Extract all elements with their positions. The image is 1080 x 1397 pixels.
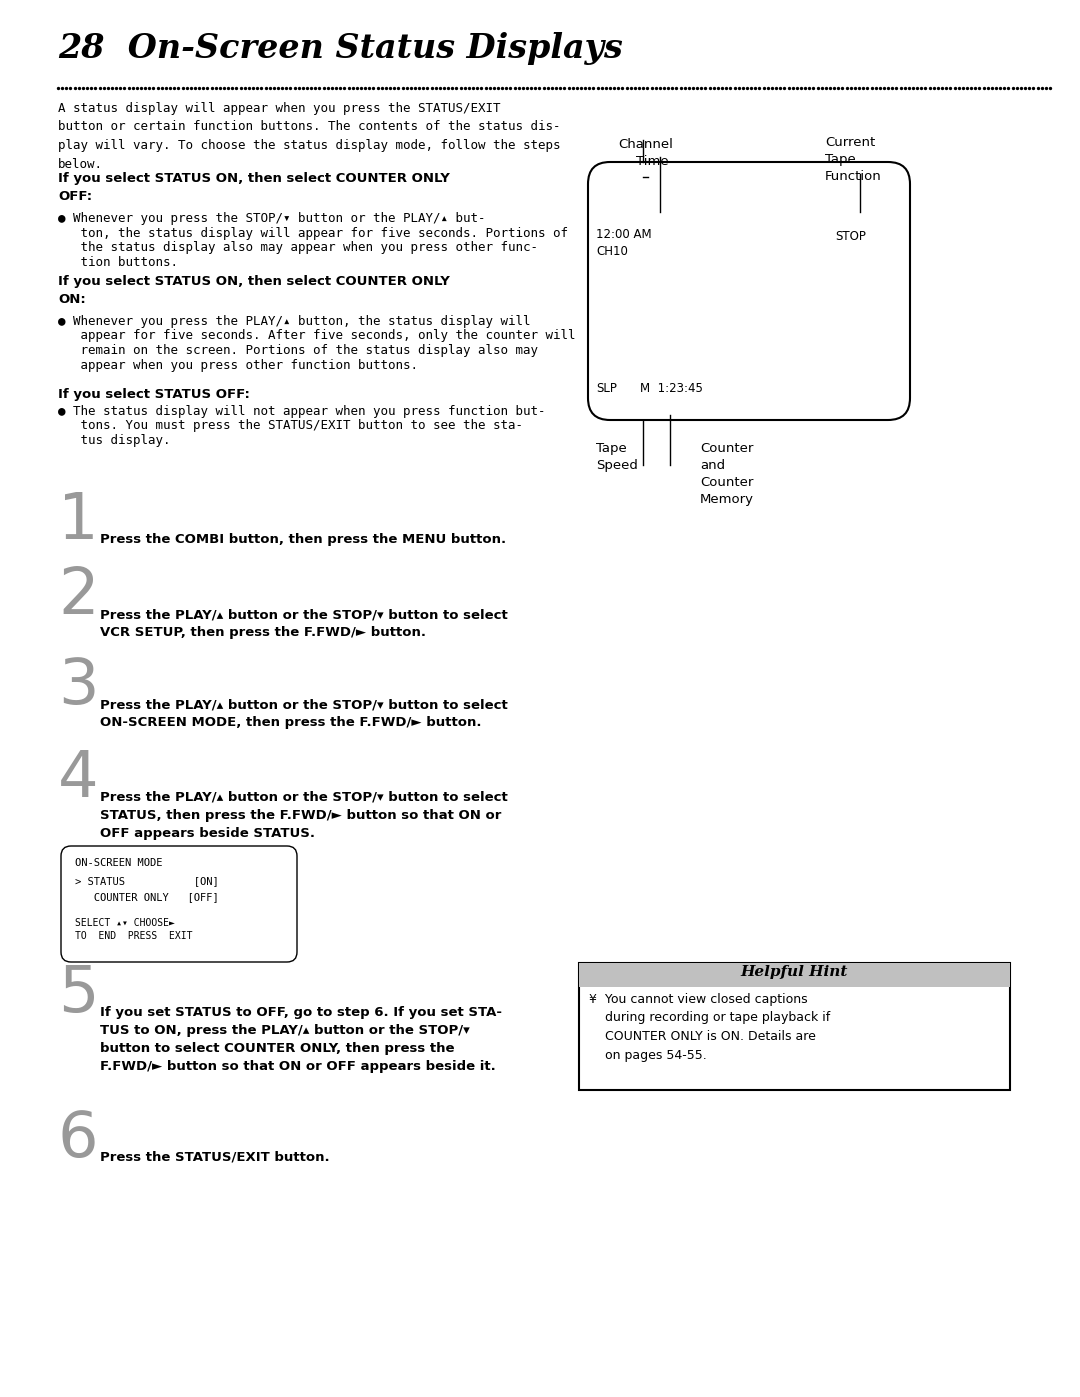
- Text: COUNTER ONLY   [OFF]: COUNTER ONLY [OFF]: [75, 893, 219, 902]
- Text: ton, the status display will appear for five seconds. Portions of: ton, the status display will appear for …: [58, 226, 568, 239]
- Text: Counter
and
Counter
Memory: Counter and Counter Memory: [700, 441, 754, 506]
- FancyBboxPatch shape: [588, 162, 910, 420]
- Text: Press the PLAY/▴ button or the STOP/▾ button to select
VCR SETUP, then press the: Press the PLAY/▴ button or the STOP/▾ bu…: [100, 608, 508, 638]
- Text: STOP: STOP: [835, 231, 866, 243]
- Text: 1: 1: [58, 490, 98, 552]
- Text: Press the STATUS/EXIT button.: Press the STATUS/EXIT button.: [100, 1150, 329, 1162]
- Text: 5: 5: [58, 963, 98, 1025]
- Text: 2: 2: [58, 564, 98, 627]
- Text: ● Whenever you press the PLAY/▴ button, the status display will: ● Whenever you press the PLAY/▴ button, …: [58, 314, 530, 328]
- Text: tion buttons.: tion buttons.: [58, 256, 178, 268]
- Text: 28  On-Screen Status Displays: 28 On-Screen Status Displays: [58, 32, 623, 66]
- Text: ● The status display will not appear when you press function but-: ● The status display will not appear whe…: [58, 405, 545, 418]
- Bar: [579, 963, 1010, 988]
- Text: SLP: SLP: [596, 381, 617, 395]
- Text: 3: 3: [58, 655, 98, 717]
- Text: If you select STATUS ON, then select COUNTER ONLY
OFF:: If you select STATUS ON, then select COU…: [58, 172, 450, 203]
- FancyBboxPatch shape: [60, 847, 297, 963]
- Text: M  1:23:45: M 1:23:45: [640, 381, 703, 395]
- Text: SELECT ▴▾ CHOOSE►: SELECT ▴▾ CHOOSE►: [75, 918, 175, 928]
- Text: Helpful Hint: Helpful Hint: [741, 965, 848, 979]
- Text: Press the PLAY/▴ button or the STOP/▾ button to select
ON-SCREEN MODE, then pres: Press the PLAY/▴ button or the STOP/▾ bu…: [100, 698, 508, 729]
- Text: tus display.: tus display.: [58, 434, 171, 447]
- Text: Time: Time: [636, 155, 669, 168]
- Text: 6: 6: [58, 1108, 98, 1171]
- Text: ¥  You cannot view closed captions
    during recording or tape playback if
    : ¥ You cannot view closed captions during…: [589, 993, 831, 1062]
- Text: A status display will appear when you press the STATUS/EXIT
button or certain fu: A status display will appear when you pr…: [58, 102, 561, 170]
- Text: TO  END  PRESS  EXIT: TO END PRESS EXIT: [75, 930, 192, 942]
- Text: tons. You must press the STATUS/EXIT button to see the sta-: tons. You must press the STATUS/EXIT but…: [58, 419, 523, 433]
- Text: 12:00 AM
CH10: 12:00 AM CH10: [596, 228, 651, 258]
- Text: Channel: Channel: [618, 138, 673, 151]
- Text: Press the PLAY/▴ button or the STOP/▾ button to select
STATUS, then press the F.: Press the PLAY/▴ button or the STOP/▾ bu…: [100, 791, 508, 840]
- Text: 4: 4: [58, 747, 98, 810]
- Text: appear for five seconds. After five seconds, only the counter will: appear for five seconds. After five seco…: [58, 330, 576, 342]
- Text: If you select STATUS ON, then select COUNTER ONLY
ON:: If you select STATUS ON, then select COU…: [58, 275, 450, 306]
- Text: the status display also may appear when you press other func-: the status display also may appear when …: [58, 242, 538, 254]
- Text: remain on the screen. Portions of the status display also may: remain on the screen. Portions of the st…: [58, 344, 538, 358]
- Text: ● Whenever you press the STOP/▾ button or the PLAY/▴ but-: ● Whenever you press the STOP/▾ button o…: [58, 212, 486, 225]
- Bar: [579, 963, 1010, 1090]
- Text: If you select STATUS OFF:: If you select STATUS OFF:: [58, 388, 249, 401]
- Text: appear when you press other function buttons.: appear when you press other function but…: [58, 359, 418, 372]
- Text: ON-SCREEN MODE: ON-SCREEN MODE: [75, 858, 162, 868]
- Text: Press the COMBI button, then press the MENU button.: Press the COMBI button, then press the M…: [100, 534, 507, 546]
- Text: If you set STATUS to OFF, go to step 6. If you set STA-
TUS to ON, press the PLA: If you set STATUS to OFF, go to step 6. …: [100, 1006, 502, 1073]
- Text: > STATUS           [ON]: > STATUS [ON]: [75, 876, 219, 886]
- Text: Current
Tape
Function: Current Tape Function: [825, 136, 881, 183]
- Text: Tape
Speed: Tape Speed: [596, 441, 638, 472]
